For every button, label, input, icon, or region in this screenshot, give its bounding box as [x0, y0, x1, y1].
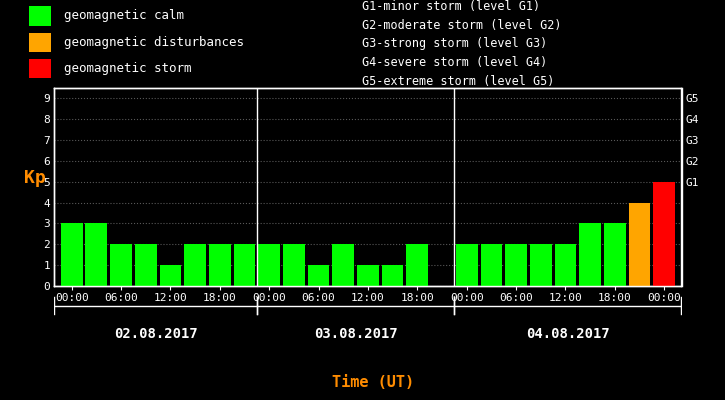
Bar	[357, 265, 378, 286]
Text: geomagnetic disturbances: geomagnetic disturbances	[64, 36, 244, 49]
Bar	[29, 6, 51, 26]
Bar	[160, 265, 181, 286]
Text: Time (UT): Time (UT)	[332, 375, 415, 390]
Bar	[382, 265, 404, 286]
Text: G1-minor storm (level G1): G1-minor storm (level G1)	[362, 0, 541, 13]
Text: G2-moderate storm (level G2): G2-moderate storm (level G2)	[362, 18, 562, 32]
Text: 02.08.2017: 02.08.2017	[114, 327, 197, 341]
Text: G4-severe storm (level G4): G4-severe storm (level G4)	[362, 56, 548, 70]
Bar	[184, 244, 206, 286]
Text: geomagnetic storm: geomagnetic storm	[64, 62, 191, 75]
Bar	[407, 244, 428, 286]
Bar	[29, 59, 51, 78]
Bar	[481, 244, 502, 286]
Bar	[283, 244, 304, 286]
Bar	[233, 244, 255, 286]
Bar	[61, 224, 83, 286]
Y-axis label: Kp: Kp	[24, 169, 46, 187]
Bar	[307, 265, 329, 286]
Bar	[29, 32, 51, 52]
Bar	[258, 244, 280, 286]
Text: 04.08.2017: 04.08.2017	[526, 327, 610, 341]
Text: geomagnetic calm: geomagnetic calm	[64, 9, 184, 22]
Bar	[653, 182, 675, 286]
Bar	[86, 224, 107, 286]
Text: 03.08.2017: 03.08.2017	[314, 327, 397, 341]
Bar	[505, 244, 527, 286]
Bar	[456, 244, 478, 286]
Bar	[332, 244, 354, 286]
Bar	[579, 224, 601, 286]
Bar	[629, 203, 650, 286]
Bar	[604, 224, 626, 286]
Bar	[555, 244, 576, 286]
Text: G3-strong storm (level G3): G3-strong storm (level G3)	[362, 38, 548, 50]
Text: G5-extreme storm (level G5): G5-extreme storm (level G5)	[362, 75, 555, 88]
Bar	[209, 244, 231, 286]
Bar	[530, 244, 552, 286]
Bar	[110, 244, 132, 286]
Bar	[135, 244, 157, 286]
